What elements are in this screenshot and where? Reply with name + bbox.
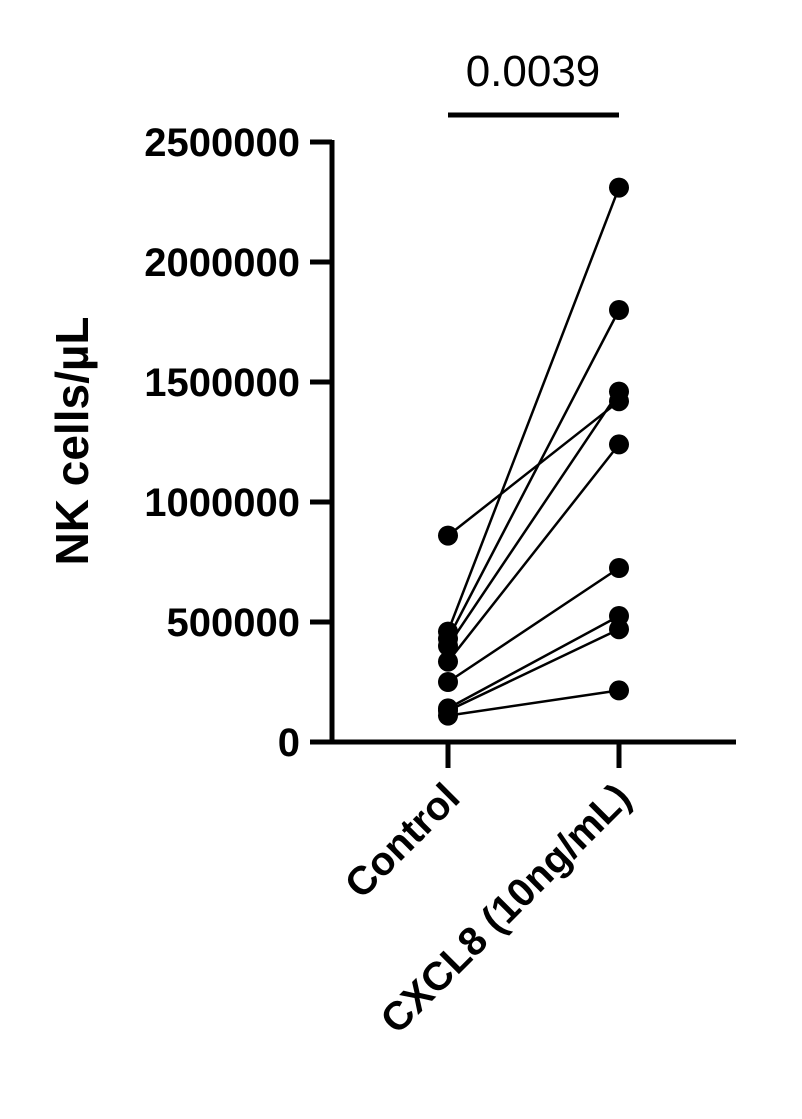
- cxcl8-point: [609, 619, 629, 640]
- cxcl8-point: [609, 680, 629, 701]
- y-axis-title: NK cells/µL: [46, 317, 98, 566]
- cxcl8-point: [609, 558, 629, 578]
- cxcl8-point: [609, 434, 629, 455]
- pair-line: [447, 400, 620, 537]
- control-point: [438, 651, 458, 672]
- y-ticks: 0 500000 1000000 1500000 2000000 2500000: [144, 121, 332, 765]
- pair-line: [447, 689, 620, 717]
- y-tick-label: 1000000: [144, 481, 300, 525]
- y-tick-label: 0: [278, 721, 300, 765]
- points: [438, 177, 629, 726]
- pair-line: [446, 390, 621, 647]
- y-tick-label: 2000000: [144, 241, 300, 285]
- y-tick-label: 2500000: [144, 121, 300, 165]
- pair-line: [446, 187, 621, 633]
- control-point: [438, 705, 458, 726]
- cxcl8-point: [609, 300, 629, 320]
- control-point: [438, 525, 458, 546]
- p-value-label: 0.0039: [466, 47, 601, 96]
- pair-line: [447, 443, 620, 663]
- control-point: [438, 672, 458, 692]
- cxcl8-point: [609, 381, 629, 402]
- x-tick-label: Control: [337, 775, 469, 907]
- y-tick-label: 1500000: [144, 361, 300, 405]
- cxcl8-point: [609, 177, 629, 198]
- pair-line: [447, 566, 620, 684]
- pair-line: [447, 614, 620, 710]
- significance-annotation: 0.0039: [448, 47, 619, 118]
- pair-line: [447, 628, 620, 712]
- y-tick-label: 500000: [167, 601, 300, 645]
- axes: [329, 140, 736, 745]
- control-point: [438, 636, 458, 656]
- pair-line: [446, 309, 621, 640]
- pair-lines: [446, 187, 621, 717]
